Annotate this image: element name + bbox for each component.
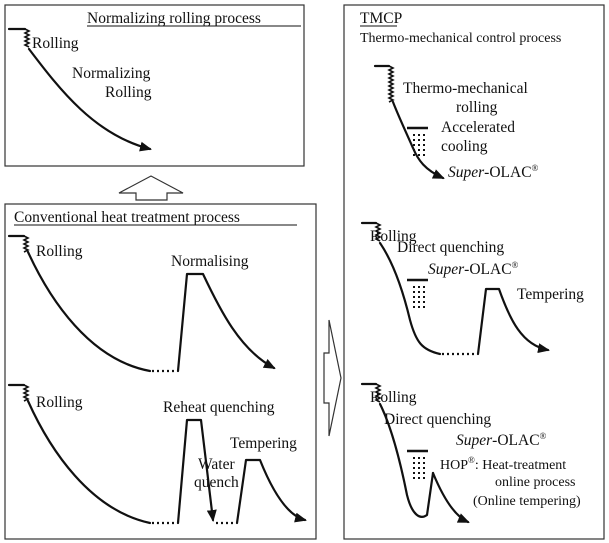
s2-water-spray-icon <box>413 286 425 308</box>
s1-tm-rolling-line2: rolling <box>456 99 498 116</box>
upper-rolling-zigzag <box>22 235 30 253</box>
s2-rolling-label: Rolling <box>370 228 417 245</box>
upper-cooling-curve <box>26 250 152 373</box>
s2-rolling-zigzag <box>374 222 382 242</box>
s3-online-tempering-curve <box>431 471 470 524</box>
reheat-quenching-label: Reheat quenching <box>163 399 275 416</box>
s3-online-process-label: online process <box>495 475 575 490</box>
s1-water-spray-icon <box>413 134 425 156</box>
s1-accelerated-line1: Accelerated <box>441 119 515 136</box>
upper-normalising-cycle <box>176 272 276 373</box>
s2-tempering-label: Tempering <box>517 286 584 303</box>
lower-rolling-label: Rolling <box>36 394 83 411</box>
normalizing-rolling-zigzag <box>23 28 31 48</box>
s2-direct-quenching-label: Direct quenching <box>397 239 504 256</box>
lower-cooling-curve <box>26 399 152 525</box>
s2-quench-curve <box>378 241 442 356</box>
normalizing-panel-border <box>4 4 305 167</box>
normalizing-cooling-curve <box>27 47 152 152</box>
s1-tm-rolling-line1: Thermo-mechanical <box>403 80 528 97</box>
conventional-heat-treatment-panel: Conventional heat treatment process Roll… <box>4 203 317 540</box>
s3-online-tempering-label: (Online tempering) <box>473 494 581 509</box>
normalising-label: Normalising <box>171 253 249 270</box>
s3-rolling-label: Rolling <box>370 389 417 406</box>
normalizing-rolling-label: Rolling <box>32 35 79 52</box>
s1-super-olac-label: Super-OLAC® <box>448 163 539 181</box>
s1-rolling-zigzag <box>387 65 395 103</box>
tmcp-section-accelerated-cooling: Thermo-mechanical rolling Accelerated co… <box>373 64 539 181</box>
conventional-panel-title: Conventional heat treatment process <box>14 209 240 226</box>
s3-rolling-zigzag <box>374 383 382 403</box>
normalizing-rolling-panel: Normalizing rolling process Rolling Norm… <box>4 4 305 167</box>
reheat-quench-cycle <box>176 418 217 525</box>
normalizing-panel-title: Normalizing rolling process <box>87 10 261 27</box>
right-arrow-icon <box>323 319 342 437</box>
s2-super-olac-label: Super-OLAC® <box>428 260 519 278</box>
s3-water-spray-icon <box>413 457 425 479</box>
lower-rolling-zigzag <box>22 384 30 402</box>
s3-direct-quenching-label: Direct quenching <box>384 411 491 428</box>
s3-quench-curve <box>378 402 435 518</box>
tmcp-panel: TMCP Thermo-mechanical control process T… <box>343 4 605 540</box>
s2-tempering-cycle <box>476 287 550 356</box>
water-quench-label-line1: Water <box>198 456 235 473</box>
s1-cooling-curve <box>391 100 445 180</box>
s1-accelerated-line2: cooling <box>441 138 488 155</box>
tmcp-section-hop: Rolling Direct quenching Super-OLAC® HOP… <box>360 382 581 524</box>
tmcp-section-direct-quenching: Rolling Direct quenching Super-OLAC® Tem… <box>360 221 584 356</box>
normalizing-label-line2: Rolling <box>105 84 152 101</box>
upper-rolling-label: Rolling <box>36 243 83 260</box>
normalizing-label-line1: Normalizing <box>72 65 151 82</box>
tmcp-subtitle: Thermo-mechanical control process <box>360 31 561 46</box>
tempering-cycle <box>235 458 307 525</box>
water-quench-label-line2: quench <box>194 474 239 491</box>
tmcp-title: TMCP <box>360 10 402 27</box>
s3-hop-label: HOP®: Heat-treatment <box>440 455 566 473</box>
conventional-panel-border <box>4 203 317 540</box>
s3-super-olac-label: Super-OLAC® <box>456 431 547 449</box>
up-arrow-icon <box>118 175 184 201</box>
lower-tempering-label: Tempering <box>230 435 297 452</box>
